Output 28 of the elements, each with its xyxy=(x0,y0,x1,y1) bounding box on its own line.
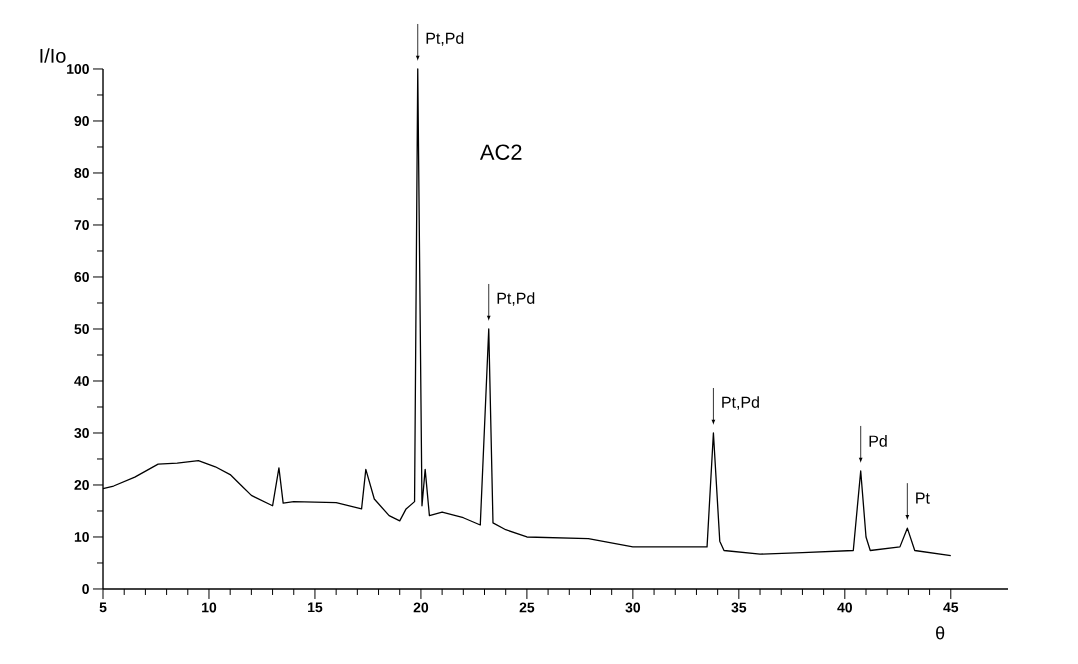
x-tick-label: 25 xyxy=(519,602,535,613)
x-tick-label: 10 xyxy=(202,602,217,613)
annotation: Pt xyxy=(916,492,930,504)
x-tick-label: 35 xyxy=(731,602,747,613)
annotation: Pt,Pd xyxy=(426,32,464,46)
x-tick-label: 20 xyxy=(413,602,429,613)
y-tick-label: 50 xyxy=(74,324,89,334)
y-tick-label: 20 xyxy=(74,480,89,490)
y-tick-label: 30 xyxy=(74,428,89,438)
y-tick-label: 90 xyxy=(74,116,89,126)
y-tick-label: 60 xyxy=(74,272,89,282)
annotation: Pd xyxy=(869,435,887,447)
x-axis-title: θ xyxy=(936,626,945,640)
x-tick-label: 15 xyxy=(308,602,323,613)
y-axis-title: I/Io xyxy=(40,48,66,63)
x-tick-label: 40 xyxy=(837,602,852,613)
x-tick-label: 30 xyxy=(625,602,641,613)
text: AC2 xyxy=(479,144,522,160)
annotation: Pt,Pd xyxy=(497,292,535,306)
y-tick-label: 100 xyxy=(67,64,89,74)
x-tick-label: 45 xyxy=(943,602,959,613)
x-tick-label: 5 xyxy=(99,602,107,613)
y-tick-label: 40 xyxy=(74,376,89,386)
y-tick-label: 0 xyxy=(82,584,89,594)
y-tick-label: 80 xyxy=(74,168,89,178)
y-tick-label: 70 xyxy=(74,220,89,230)
annotation: Pt,Pd xyxy=(722,396,759,410)
y-tick-label: 10 xyxy=(74,532,89,542)
